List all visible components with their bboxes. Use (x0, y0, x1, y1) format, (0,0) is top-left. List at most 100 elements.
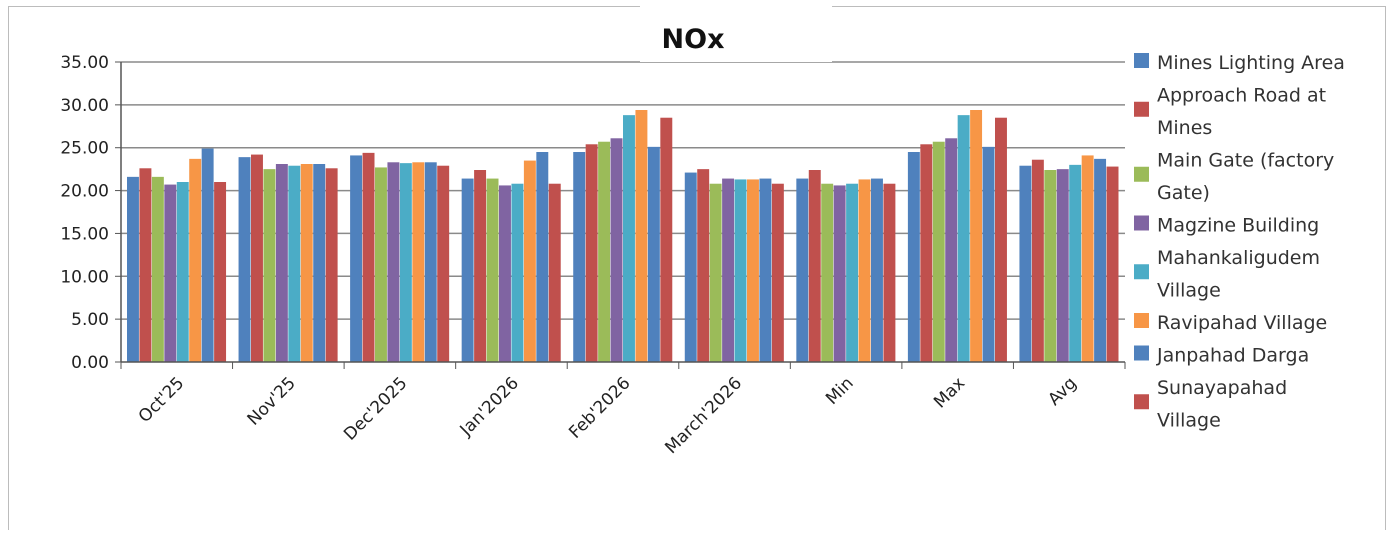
bar-ravipahad-village-8 (1081, 155, 1094, 362)
bars (127, 110, 1119, 363)
bar-main-gate-factory-gate--3 (486, 178, 499, 362)
bar-mahankaligudem-village-3 (511, 183, 524, 362)
x-category-label: Avg (1044, 373, 1080, 409)
bar-main-gate-factory-gate--6 (821, 183, 834, 362)
bar-mines-lighting-area-0 (127, 176, 139, 362)
bar-mahankaligudem-village-4 (623, 115, 635, 363)
x-category-label: Min (822, 373, 857, 408)
bar-mines-lighting-area-2 (350, 155, 363, 362)
bar-magzine-building-4 (610, 138, 623, 362)
x-category-label: Nov'25 (244, 373, 300, 429)
legend-item-janpahad-darga: Janpahad Darga (1134, 345, 1309, 367)
x-category-label: Dec'2025 (340, 373, 411, 444)
bar-approach-road-at-mines-5 (697, 169, 710, 362)
bar-sunayapahad-village-4 (660, 117, 673, 362)
bar-mahankaligudem-village-0 (176, 182, 189, 362)
bar-mahankaligudem-village-2 (399, 163, 412, 362)
legend-swatch (1134, 166, 1149, 182)
bar-ravipahad-village-4 (635, 110, 648, 362)
bar-approach-road-at-mines-6 (808, 170, 821, 362)
legend-item-sunayapahad-village: Sunayapahad Village (1134, 377, 1287, 432)
legend-label: Ravipahad Village (1157, 312, 1327, 334)
legend-swatch (1134, 394, 1149, 410)
bar-mines-lighting-area-5 (684, 172, 697, 362)
bar-ravipahad-village-7 (970, 110, 983, 362)
bar-janpahad-darga-1 (313, 164, 326, 362)
bar-ravipahad-village-2 (412, 162, 425, 362)
bar-mahankaligudem-village-6 (846, 183, 859, 362)
bar-mahankaligudem-village-8 (1069, 164, 1082, 362)
bar-mines-lighting-area-6 (796, 178, 809, 362)
legend-swatch (1134, 215, 1149, 231)
bar-main-gate-factory-gate--7 (932, 141, 945, 362)
legend-item-approach-road-at-mines: Approach Road at Mines (1134, 85, 1326, 140)
bar-approach-road-at-mines-1 (251, 154, 263, 362)
bar-mines-lighting-area-3 (461, 178, 474, 362)
bar-mines-lighting-area-8 (1019, 165, 1032, 362)
y-tick-label: 10.00 (60, 267, 109, 287)
bar-magzine-building-2 (387, 162, 400, 362)
bar-approach-road-at-mines-0 (139, 168, 152, 362)
legend-item-mines-lighting-area: Mines Lighting Area (1134, 52, 1345, 74)
legend-label: Mines Lighting Area (1157, 52, 1345, 74)
bar-janpahad-darga-2 (424, 162, 437, 362)
bar-magzine-building-8 (1056, 169, 1069, 362)
bar-ravipahad-village-5 (747, 179, 759, 362)
bar-main-gate-factory-gate--0 (151, 176, 164, 362)
bar-janpahad-darga-0 (201, 148, 214, 362)
bar-ravipahad-village-6 (858, 179, 871, 362)
bar-magzine-building-1 (275, 164, 288, 362)
chart-title: NOx (640, 0, 832, 62)
bar-mines-lighting-area-7 (907, 152, 920, 362)
bar-janpahad-darga-8 (1094, 158, 1107, 362)
x-category-label: Jan'2026 (456, 373, 523, 440)
bar-janpahad-darga-5 (759, 178, 772, 362)
bar-sunayapahad-village-3 (548, 183, 561, 362)
bar-ravipahad-village-0 (189, 158, 202, 362)
bar-ravipahad-village-1 (300, 164, 313, 362)
chart-title-text: NOx (662, 24, 725, 55)
bar-mines-lighting-area-4 (573, 152, 586, 362)
x-category-label: Max (930, 373, 969, 412)
legend-item-main-gate-factory-gate-: Main Gate (factory Gate) (1134, 150, 1334, 205)
y-tick-label: 15.00 (60, 224, 109, 244)
bar-magzine-building-0 (164, 184, 177, 362)
y-tick-label: 35.00 (60, 53, 109, 73)
bar-main-gate-factory-gate--1 (263, 169, 276, 362)
bar-mahankaligudem-village-7 (957, 115, 970, 363)
bar-sunayapahad-village-1 (325, 168, 338, 362)
y-tick-label: 25.00 (60, 139, 109, 159)
bar-approach-road-at-mines-4 (585, 144, 598, 362)
bar-sunayapahad-village-0 (214, 182, 227, 362)
bar-sunayapahad-village-5 (771, 183, 784, 362)
y-tick-label: 5.00 (71, 310, 109, 330)
bar-magzine-building-5 (722, 178, 735, 362)
bar-sunayapahad-village-7 (995, 117, 1007, 362)
legend-swatch (1134, 345, 1149, 361)
bar-main-gate-factory-gate--2 (375, 167, 387, 362)
legend-label: Approach Road at Mines (1157, 85, 1326, 140)
legend-label: Mahankaligudem Village (1157, 247, 1320, 302)
y-tick-label: 30.00 (60, 96, 109, 116)
legend: Mines Lighting Area Approach Road at Mines… (1134, 52, 1345, 432)
bar-approach-road-at-mines-7 (920, 144, 933, 362)
x-category-label: Oct'25 (135, 373, 189, 427)
bar-sunayapahad-village-2 (437, 165, 450, 362)
bar-janpahad-darga-6 (871, 178, 883, 362)
bar-magzine-building-7 (945, 138, 958, 362)
bar-ravipahad-village-3 (523, 160, 536, 362)
bar-approach-road-at-mines-3 (474, 170, 487, 362)
legend-swatch (1134, 53, 1149, 68)
x-category-label: Feb'2026 (565, 373, 634, 442)
bar-sunayapahad-village-8 (1106, 166, 1119, 362)
bar-sunayapahad-village-6 (883, 183, 896, 362)
y-tick-label: 0.00 (71, 353, 109, 373)
legend-swatch (1134, 101, 1149, 117)
legend-label: Main Gate (factory Gate) (1157, 150, 1334, 205)
bar-main-gate-factory-gate--8 (1044, 170, 1057, 362)
bar-mahankaligudem-village-1 (288, 165, 301, 362)
bar-approach-road-at-mines-2 (362, 152, 375, 362)
legend-item-mahankaligudem-village: Mahankaligudem Village (1134, 247, 1320, 302)
y-tick-label: 20.00 (60, 182, 109, 202)
